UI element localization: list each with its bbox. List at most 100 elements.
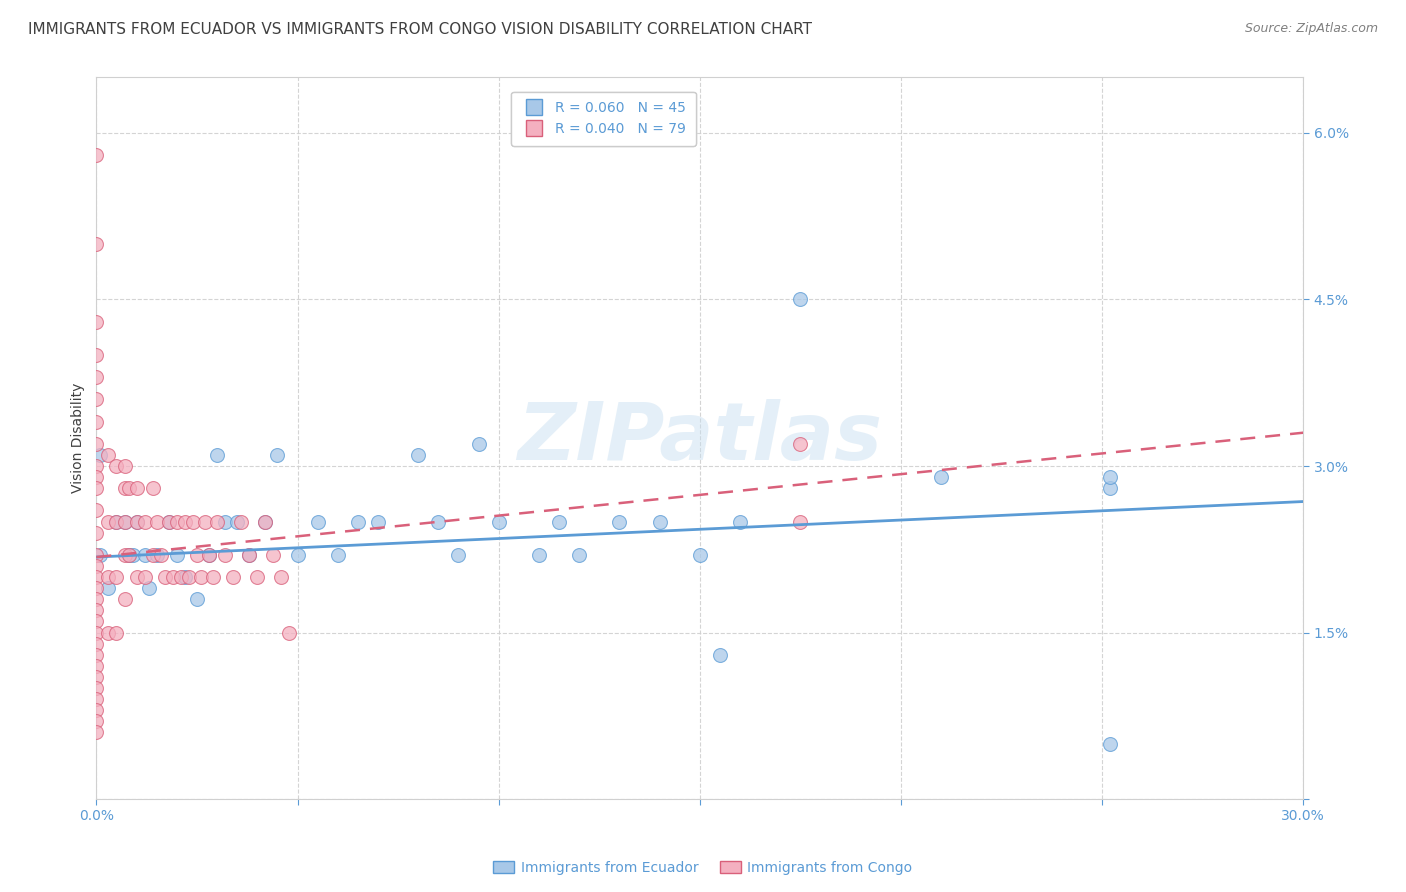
Point [86,370,108,384]
Point [86,458,108,473]
Point [929,470,952,484]
Point [114,515,136,529]
Point [86,315,108,329]
Legend: Immigrants from Ecuador, Immigrants from Congo: Immigrants from Ecuador, Immigrants from… [488,855,918,880]
Point [262,548,284,562]
Point [86,415,108,429]
Point [609,515,631,529]
Point [86,570,108,584]
Point [117,548,139,562]
Point [138,581,160,595]
Point [105,458,128,473]
Point [97,625,120,640]
Point [105,515,128,529]
Point [86,692,108,706]
Point [181,515,204,529]
Point [86,670,108,684]
Point [270,570,292,584]
Point [173,570,195,584]
Point [125,515,148,529]
Point [689,548,711,562]
Point [86,725,108,739]
Point [149,548,172,562]
Point [367,515,389,529]
Point [153,570,176,584]
Point [789,515,811,529]
Point [86,470,108,484]
Point [114,515,136,529]
Point [186,592,208,607]
Point [86,625,108,640]
Point [406,448,429,462]
Point [198,548,221,562]
Point [488,515,510,529]
Y-axis label: Vision Disability: Vision Disability [72,383,86,493]
Point [142,481,165,495]
Legend: R = 0.060   N = 45, R = 0.040   N = 79: R = 0.060 N = 45, R = 0.040 N = 79 [510,92,696,146]
Point [86,603,108,617]
Point [728,515,751,529]
Point [86,525,108,540]
Point [97,515,120,529]
Point [205,448,228,462]
Point [1099,481,1122,495]
Point [86,392,108,407]
Point [214,548,236,562]
Point [145,548,167,562]
Point [789,437,811,451]
Point [86,148,108,162]
Point [166,548,188,562]
Point [527,548,550,562]
Point [86,503,108,517]
Point [186,548,208,562]
Point [205,515,228,529]
Point [89,548,111,562]
Point [287,548,309,562]
Point [86,615,108,629]
Point [86,481,108,495]
Point [222,570,245,584]
Point [97,581,120,595]
Point [86,648,108,662]
Point [157,515,180,529]
Point [145,515,167,529]
Point [117,548,139,562]
Point [307,515,329,529]
Point [568,548,591,562]
Text: IMMIGRANTS FROM ECUADOR VS IMMIGRANTS FROM CONGO VISION DISABILITY CORRELATION C: IMMIGRANTS FROM ECUADOR VS IMMIGRANTS FR… [28,22,813,37]
Point [177,570,200,584]
Point [246,570,269,584]
Point [214,515,236,529]
Point [105,570,128,584]
Point [114,592,136,607]
Point [548,515,571,529]
Point [447,548,470,562]
Point [648,515,671,529]
Point [194,515,217,529]
Point [170,570,193,584]
Point [97,448,120,462]
Point [134,515,156,529]
Point [134,570,156,584]
Point [326,548,349,562]
Point [157,515,180,529]
Point [190,570,212,584]
Point [202,570,225,584]
Point [254,515,277,529]
Text: Source: ZipAtlas.com: Source: ZipAtlas.com [1244,22,1378,36]
Point [238,548,260,562]
Point [86,581,108,595]
Point [125,515,148,529]
Point [121,548,143,562]
Point [198,548,221,562]
Point [97,570,120,584]
Point [226,515,249,529]
Point [86,637,108,651]
Point [86,681,108,695]
Point [1099,470,1122,484]
Point [1099,737,1122,751]
Point [114,458,136,473]
Point [86,437,108,451]
Point [173,515,195,529]
Point [266,448,288,462]
